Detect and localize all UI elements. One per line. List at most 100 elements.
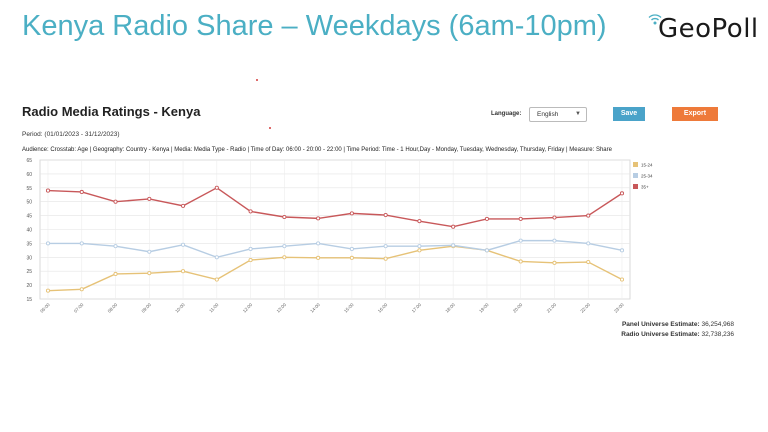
data-point-15-24	[518, 259, 523, 264]
legend-swatch	[633, 184, 638, 189]
slide-title: Kenya Radio Share – Weekdays (6am-10pm)	[22, 10, 607, 42]
legend-label: 25-34	[641, 174, 653, 179]
data-point-25-34	[214, 255, 219, 260]
y-tick-label: 30	[26, 255, 32, 261]
data-point-35+	[147, 196, 152, 201]
data-point-15-24	[383, 256, 388, 261]
data-point-15-24	[45, 288, 51, 293]
y-tick-label: 40	[26, 228, 32, 234]
data-point-35+	[417, 219, 422, 224]
panel-universe-label: Panel Universe Estimate:	[621, 321, 700, 328]
report-title: Radio Media Ratings - Kenya	[22, 104, 201, 119]
x-tick-label: 06:00	[39, 302, 51, 314]
y-tick-label: 60	[26, 172, 32, 178]
data-point-15-24	[147, 271, 152, 276]
language-select[interactable]: English ▼	[529, 107, 587, 122]
period-text: Period: (01/01/2023 - 31/12/2023)	[22, 131, 120, 138]
geopoll-logo: GeoPoll	[648, 14, 758, 46]
panel-universe-value: 36,254,968	[701, 321, 734, 328]
data-point-35+	[619, 191, 625, 196]
data-point-25-34	[282, 244, 287, 249]
data-point-25-34	[383, 244, 388, 249]
data-point-35+	[349, 211, 354, 216]
radio-universe-value: 32,738,236	[701, 331, 734, 338]
chevron-down-icon: ▼	[575, 111, 581, 117]
radio-universe-row: Radio Universe Estimate: 32,738,236	[621, 330, 734, 340]
data-point-35+	[248, 209, 253, 214]
x-tick-label: 14:00	[309, 302, 321, 314]
series-line-35+	[47, 186, 623, 228]
y-tick-label: 15	[26, 297, 32, 303]
x-tick-label: 21:00	[546, 302, 558, 314]
legend-swatch	[633, 162, 638, 167]
signal-icon	[648, 14, 662, 25]
data-point-25-34	[552, 238, 557, 243]
data-point-15-24	[552, 260, 557, 265]
save-button[interactable]: Save	[613, 107, 645, 121]
y-tick-label: 45	[26, 214, 32, 220]
language-label: Language:	[491, 111, 522, 117]
data-point-35+	[586, 213, 591, 218]
universe-estimates: Panel Universe Estimate: 36,254,968 Radi…	[621, 320, 734, 340]
logo-text: GeoPoll	[658, 14, 759, 44]
data-point-25-34	[147, 249, 152, 254]
y-tick-label: 25	[26, 269, 32, 275]
x-tick-label: 18:00	[444, 302, 456, 314]
data-point-35+	[316, 216, 321, 221]
x-tick-label: 17:00	[411, 302, 423, 314]
radio-universe-label: Radio Universe Estimate:	[621, 331, 700, 338]
data-point-35+	[45, 188, 51, 193]
x-tick-label: 07:00	[73, 302, 85, 314]
data-point-25-34	[316, 241, 321, 246]
data-point-35+	[113, 199, 118, 204]
series-line-25-34	[48, 239, 623, 259]
export-button[interactable]: Export	[672, 107, 718, 121]
data-point-35+	[383, 212, 388, 218]
data-point-15-24	[79, 287, 84, 292]
y-tick-label: 50	[26, 200, 32, 206]
data-point-35+	[518, 216, 523, 221]
x-tick-label: 09:00	[140, 302, 152, 314]
data-point-35+	[484, 216, 489, 221]
x-tick-label: 22:00	[579, 302, 591, 314]
data-point-25-34	[113, 244, 118, 249]
x-tick-label: 08:00	[107, 302, 119, 314]
data-point-25-34	[451, 243, 456, 248]
y-tick-label: 55	[26, 186, 32, 192]
x-tick-label: 16:00	[377, 302, 389, 314]
data-point-25-34	[586, 241, 591, 246]
data-point-15-24	[417, 248, 422, 253]
x-tick-label: 23:00	[613, 302, 625, 314]
data-point-35+	[214, 185, 219, 190]
data-point-15-24	[349, 255, 354, 260]
y-tick-label: 35	[26, 241, 32, 247]
x-tick-label: 19:00	[478, 302, 490, 314]
legend-swatch	[633, 173, 638, 178]
data-point-15-24	[282, 255, 287, 260]
x-tick-label: 10:00	[174, 302, 186, 314]
data-point-25-34	[181, 242, 186, 247]
data-point-35+	[181, 203, 186, 208]
data-point-25-34	[484, 248, 489, 253]
data-point-35+	[451, 224, 456, 229]
x-tick-label: 12:00	[242, 302, 254, 314]
y-tick-label: 65	[26, 158, 32, 164]
red-dot	[269, 127, 271, 129]
data-point-15-24	[619, 277, 625, 282]
data-point-35+	[282, 214, 287, 220]
data-point-25-34	[518, 238, 523, 243]
data-point-25-34	[79, 241, 84, 246]
data-point-25-34	[349, 246, 354, 252]
data-point-15-24	[316, 255, 321, 260]
x-tick-label: 11:00	[208, 302, 220, 314]
data-point-15-24	[113, 271, 118, 277]
red-dot	[256, 79, 258, 81]
x-tick-label: 20:00	[512, 302, 524, 314]
language-select-value: English	[537, 111, 559, 118]
data-point-15-24	[214, 277, 219, 282]
legend-label: 35+	[641, 185, 649, 190]
data-point-25-34	[45, 241, 51, 246]
data-point-25-34	[248, 246, 253, 252]
data-point-35+	[552, 215, 557, 220]
